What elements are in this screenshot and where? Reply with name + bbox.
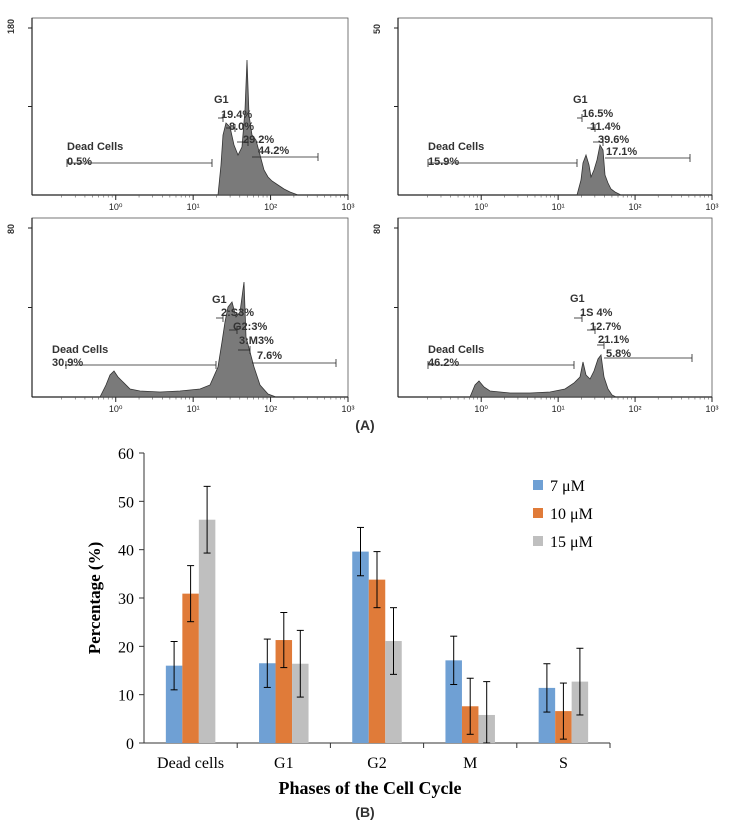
phase-percent-label: 44.2% [258, 145, 289, 157]
phase-percent-label: 17.1% [606, 146, 637, 158]
x-tick-label: 10¹ [187, 404, 200, 414]
x-tick-label: 10⁰ [109, 202, 123, 212]
histogram-peak [576, 143, 622, 196]
bar [445, 660, 462, 743]
dead-cells-label: Dead Cells [67, 141, 123, 153]
bar [352, 551, 369, 743]
panel-frame [31, 217, 349, 398]
dead-cells-percent: 15.9% [428, 156, 459, 168]
x-axis-label: Phases of the Cell Cycle [279, 778, 462, 798]
x-tick-label: M [463, 755, 477, 772]
histogram-peak [99, 281, 277, 398]
x-tick-label: 10² [629, 404, 642, 414]
y-tick-label: 40 [118, 543, 134, 560]
phase-percent-label: 21.1% [598, 334, 629, 346]
legend-swatch [533, 480, 543, 490]
bar [538, 687, 556, 743]
bar [385, 641, 402, 743]
bar [259, 663, 276, 743]
phase-percent-label: 12.7% [590, 321, 621, 333]
bar [198, 519, 216, 743]
legend-label: 7 μM [550, 478, 585, 495]
x-tick-label: 10¹ [552, 404, 565, 414]
phase-percent-label: 29.2% [243, 134, 274, 146]
x-tick-label: 10³ [341, 404, 354, 414]
y-tick-label: 50 [118, 494, 134, 511]
legend-label: 15 μM [550, 534, 593, 551]
x-tick-label: 10² [264, 202, 277, 212]
y-tick-label: 0 [126, 736, 134, 753]
g1-label: G1 [214, 94, 229, 106]
histogram-panel: 180 10⁰ 10¹ 10² 10³ Dead Cells 0.5% G1 19.4%8.0%… [6, 17, 355, 212]
dead-cells-label: Dead Cells [52, 344, 108, 356]
dead-cells-label: Dead Cells [428, 141, 484, 153]
phase-percent-label: 7.6% [257, 350, 282, 362]
dead-cells-percent: 46.2% [428, 357, 459, 369]
y-tick-label: 20 [118, 639, 134, 656]
g1-label: G1 [570, 293, 585, 305]
x-tick-label: 10⁰ [109, 404, 123, 414]
phase-percent-label: 8.0% [229, 121, 254, 133]
phase-percent-label: G2:3% [233, 321, 267, 333]
panel-a-label: (A) [355, 417, 374, 433]
y-max-label: 180 [6, 19, 16, 34]
phase-percent-label: 11.4% [590, 121, 621, 133]
legend-label: 10 μM [550, 506, 593, 523]
y-axis-label: Percentage (%) [85, 542, 104, 655]
phase-percent-label: 1S 4% [580, 307, 613, 319]
x-tick-label: 10¹ [552, 202, 565, 212]
bar [165, 665, 183, 743]
bar [182, 593, 199, 743]
y-tick-label: 60 [118, 446, 134, 463]
histogram-panels: 180 10⁰ 10¹ 10² 10³ Dead Cells 0.5% G1 19.4%8.0%… [6, 17, 719, 414]
phase-percent-label: 16.5% [582, 108, 613, 120]
x-tick-label: G2 [367, 755, 387, 772]
x-tick-label: 10² [264, 404, 277, 414]
bar [368, 579, 386, 743]
bar [292, 663, 309, 743]
legend-swatch [533, 536, 543, 546]
panel-b-label: (B) [355, 804, 374, 820]
x-tick-label: 10³ [705, 404, 718, 414]
phase-percent-label: 19.4% [221, 109, 252, 121]
panel-frame [397, 217, 713, 398]
legend: 7 μM 10 μM 15 μM [533, 478, 593, 551]
x-tick-label: 10³ [341, 202, 354, 212]
phase-percent-label: 5.8% [606, 348, 631, 360]
bar [275, 640, 293, 743]
x-tick-label: 10³ [705, 202, 718, 212]
x-tick-label: 10² [629, 202, 642, 212]
x-tick-label: S [559, 755, 568, 772]
x-tick-label: 10⁰ [474, 404, 488, 414]
y-max-label: 80 [6, 224, 16, 234]
panel-frame [397, 17, 713, 196]
histogram-peak [469, 353, 617, 398]
x-tick-label: 10¹ [187, 202, 200, 212]
x-tick-label: 10⁰ [474, 202, 488, 212]
g1-label: G1 [212, 294, 227, 306]
phase-percent-label: 3:M3% [239, 335, 274, 347]
dead-cells-label: Dead Cells [428, 344, 484, 356]
histogram-panel: 50 10⁰ 10¹ 10² 10³ Dead Cells 15.9% G1 16.5%11.4… [372, 17, 719, 212]
y-tick-label: 30 [118, 591, 134, 608]
bar-chart: Percentage (%) Phases of the Cell Cycle … [85, 446, 611, 798]
dead-cells-percent: 30.9% [52, 357, 83, 369]
x-tick-label: G1 [274, 755, 294, 772]
y-max-label: 50 [372, 24, 382, 34]
histogram-peak [217, 59, 299, 196]
y-max-label: 80 [372, 224, 382, 234]
y-tick-label: 10 [118, 688, 134, 705]
dead-cells-percent: 0.5% [67, 156, 92, 168]
panel-frame [31, 17, 349, 196]
x-tick-label: Dead cells [157, 755, 224, 772]
legend-swatch [533, 508, 543, 518]
phase-percent-label: 2:S3% [221, 307, 254, 319]
phase-percent-label: 39.6% [598, 134, 629, 146]
g1-label: G1 [573, 94, 588, 106]
